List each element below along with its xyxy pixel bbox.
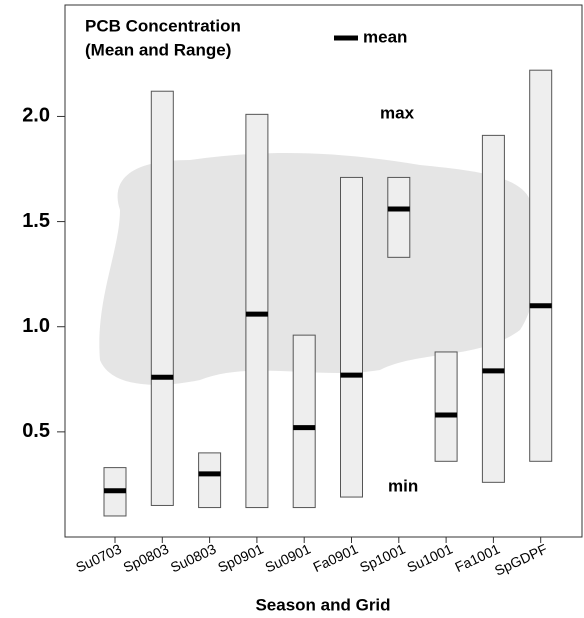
- range-bar: [529, 69, 553, 462]
- y-tick-label: 0.5: [22, 420, 50, 442]
- annotation: max: [380, 103, 415, 122]
- x-tick-label: SpGDPF: [492, 541, 550, 579]
- range-bar: [387, 176, 411, 258]
- background-illustration: [99, 153, 539, 385]
- y-tick-label: 1.5: [22, 210, 50, 232]
- x-tick-label: Su0901: [263, 540, 314, 575]
- x-tick-label: Sp0901: [215, 540, 266, 575]
- x-axis-title: Season and Grid: [255, 595, 390, 614]
- range-bar: [340, 176, 363, 498]
- y-tick-label: 1.0: [22, 315, 50, 337]
- range-bar: [245, 113, 269, 509]
- x-tick-label: Sp1001: [357, 540, 408, 575]
- range-bar: [481, 134, 505, 483]
- x-tick-label: Sp0803: [121, 540, 172, 575]
- x-tick-label: Fa0901: [311, 540, 361, 575]
- range-bar: [198, 452, 222, 509]
- chart-title: PCB Concentration: [85, 16, 241, 35]
- range-bar: [434, 351, 458, 462]
- range-bar: [150, 90, 174, 506]
- range-bar: [292, 334, 316, 509]
- x-tick-label: Su1001: [404, 540, 455, 575]
- chart-title: (Mean and Range): [85, 40, 231, 59]
- legend-label: mean: [363, 27, 407, 46]
- y-tick-label: 2.0: [22, 105, 50, 127]
- annotation: min: [388, 476, 418, 495]
- x-tick-label: Su0703: [73, 540, 124, 575]
- x-tick-label: Su0803: [168, 540, 219, 575]
